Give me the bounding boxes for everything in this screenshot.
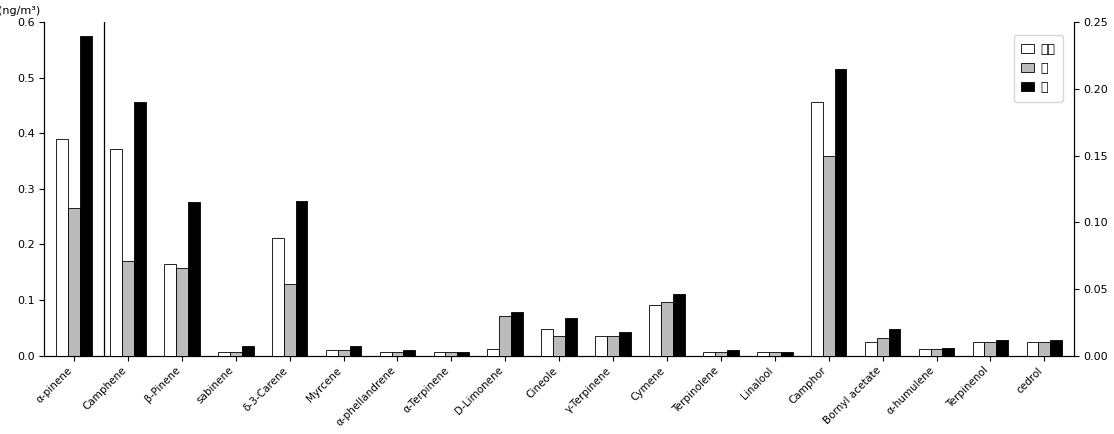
- Bar: [188, 202, 199, 355]
- Text: (ng/m³): (ng/m³): [0, 6, 40, 16]
- Bar: [350, 346, 361, 355]
- Bar: [57, 139, 68, 355]
- Bar: [973, 342, 985, 355]
- Bar: [996, 339, 1008, 355]
- Bar: [242, 346, 254, 355]
- Bar: [834, 69, 847, 355]
- Bar: [229, 352, 242, 355]
- Bar: [391, 352, 403, 355]
- Bar: [877, 338, 889, 355]
- Bar: [403, 350, 416, 355]
- Bar: [488, 349, 499, 355]
- Bar: [325, 350, 338, 355]
- Bar: [823, 155, 834, 355]
- Bar: [758, 352, 769, 355]
- Bar: [811, 102, 823, 355]
- Bar: [673, 294, 685, 355]
- Bar: [218, 352, 229, 355]
- Bar: [511, 312, 524, 355]
- Bar: [541, 329, 554, 355]
- Bar: [68, 208, 80, 355]
- Bar: [565, 318, 577, 355]
- Legend: 아침, 낙, 밤: 아침, 낙, 밤: [1014, 35, 1063, 102]
- Bar: [649, 305, 661, 355]
- Bar: [446, 352, 458, 355]
- Bar: [607, 335, 619, 355]
- Bar: [1051, 339, 1062, 355]
- Bar: [1038, 342, 1051, 355]
- Bar: [458, 352, 469, 355]
- Bar: [985, 342, 996, 355]
- Bar: [769, 352, 781, 355]
- Bar: [864, 342, 877, 355]
- Bar: [176, 267, 188, 355]
- Bar: [619, 332, 631, 355]
- Bar: [942, 348, 955, 355]
- Bar: [284, 283, 295, 355]
- Bar: [889, 329, 900, 355]
- Bar: [595, 335, 607, 355]
- Bar: [781, 352, 792, 355]
- Bar: [338, 350, 350, 355]
- Bar: [80, 36, 91, 355]
- Bar: [380, 352, 391, 355]
- Bar: [499, 316, 511, 355]
- Bar: [715, 352, 726, 355]
- Bar: [919, 349, 930, 355]
- Bar: [164, 263, 176, 355]
- Bar: [1026, 342, 1038, 355]
- Bar: [726, 350, 739, 355]
- Bar: [272, 238, 284, 355]
- Bar: [433, 352, 446, 355]
- Bar: [703, 352, 715, 355]
- Bar: [295, 201, 307, 355]
- Bar: [110, 149, 123, 355]
- Bar: [930, 349, 942, 355]
- Bar: [661, 302, 673, 355]
- Bar: [134, 102, 146, 355]
- Bar: [123, 261, 134, 355]
- Bar: [554, 335, 565, 355]
